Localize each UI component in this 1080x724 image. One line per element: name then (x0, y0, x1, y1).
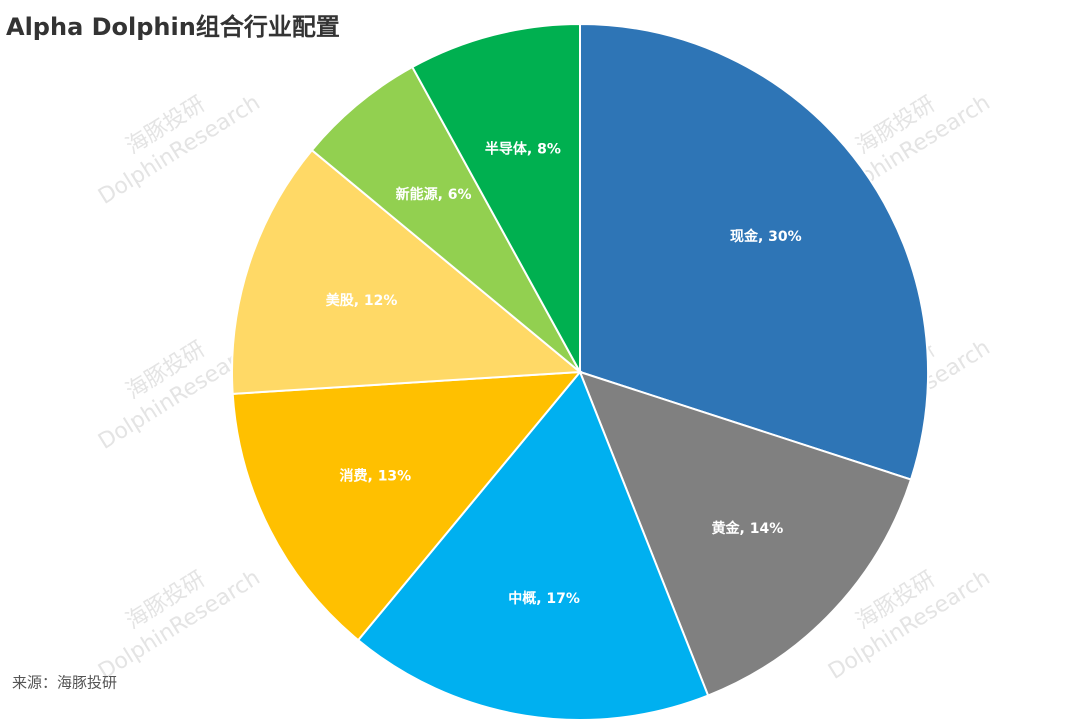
data-label: 现金, 30% (730, 228, 802, 245)
pie-slice (231, 370, 583, 642)
data-label: 新能源, 6% (396, 186, 472, 203)
pie-slice (356, 370, 710, 721)
data-label: 黄金, 14% (712, 520, 784, 537)
data-label: 美股, 12% (326, 292, 398, 309)
pie-slice (310, 65, 581, 373)
pie-slice (231, 148, 583, 395)
pie-slice (579, 22, 929, 481)
data-label: 中概, 17% (508, 590, 580, 607)
data-label: 消费, 13% (340, 467, 412, 484)
pie: 现金, 30% 黄金, 14% 中概, 17% 消费, 13% 美股, 12% 新能源, … (231, 22, 929, 721)
data-label: 半导体, 8% (485, 141, 561, 158)
source-note: 来源：海豚投研 (12, 674, 117, 692)
pie-slice (578, 370, 913, 697)
chart-title: Alpha Dolphin组合行业配置 (6, 13, 340, 41)
pie-slice (410, 22, 581, 373)
